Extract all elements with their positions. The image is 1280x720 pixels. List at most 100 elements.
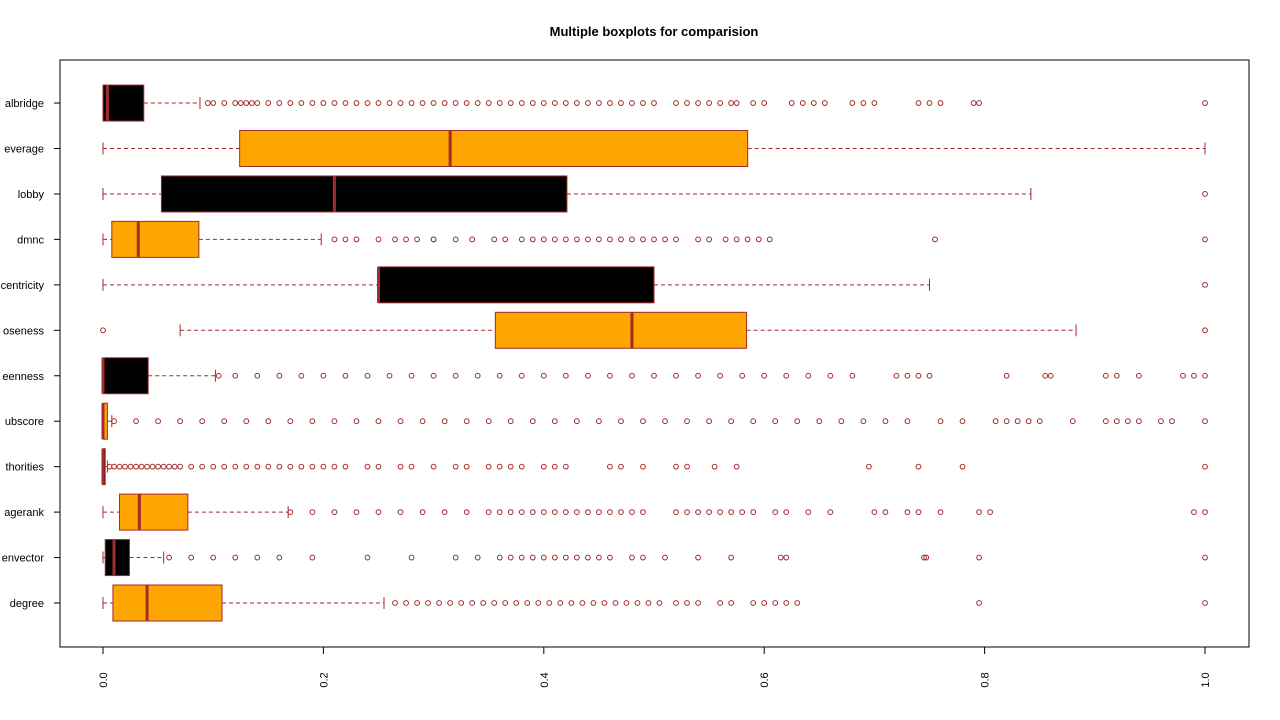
outlier-point [915,100,922,106]
outlier-point [204,100,211,106]
outlier-point [441,509,448,515]
outlier-point [171,463,178,470]
outlier-point [607,372,613,379]
outlier-point [232,554,239,561]
outlier-point [987,509,994,515]
outlier-point [375,509,382,515]
outlier-point [375,100,382,106]
outlier-point [761,100,768,106]
outlier-point [1113,372,1120,379]
outlier-point [816,418,823,425]
outlier-point [1069,418,1076,425]
outlier-point [976,554,982,561]
box [494,311,748,349]
outlier-point [155,463,162,470]
outlier-point [750,100,757,106]
outlier-point [331,236,338,243]
outlier-point [904,509,911,515]
outlier-point [557,600,564,606]
outlier-point [1047,372,1054,379]
outlier-point [717,372,724,379]
outlier-point [1180,372,1186,379]
outlier-point [375,463,382,470]
outlier-point [937,509,944,515]
outlier-point [772,509,779,515]
outlier-point [573,554,580,561]
outlier-point [397,463,404,470]
outlier-point [166,463,173,470]
outlier-point [320,372,327,379]
outlier-point [177,463,184,470]
outlier-point [414,236,420,243]
outlier-point [1003,372,1010,379]
outlier-point [584,236,591,243]
outlier-point [419,418,426,425]
outlier-point [364,100,371,106]
outlier-point [673,509,679,515]
outlier-point [662,418,668,425]
outlier-point [1124,418,1131,425]
outlier-point [485,418,492,425]
outlier-point [491,236,498,243]
outlier-point [166,554,173,561]
outlier-point [1202,463,1208,470]
outlier-point [838,418,845,425]
outlier-point [243,463,250,470]
outlier-point [408,554,415,561]
outlier-point [138,463,145,470]
outlier-point [221,463,228,470]
boxplot-lobby [102,175,1208,213]
outlier-point [562,509,569,515]
outlier-point [728,100,735,106]
outlier-point [502,600,509,606]
outlier-point [766,236,773,243]
outlier-point [540,372,547,379]
outlier-point [309,509,316,515]
outlier-point [496,554,503,561]
boxplot-degree [102,584,1208,622]
outlier-point [1202,327,1208,334]
outlier-point [596,554,602,561]
outlier-point [535,600,542,606]
x-tick-label: 0.4 [539,672,551,687]
outlier-point [1202,509,1208,515]
outlier-point [463,418,470,425]
outlier-point [331,418,338,425]
outlier-point [562,463,569,470]
outlier-point [414,600,420,606]
outlier-point [116,463,123,470]
outlier-point [518,372,525,379]
outlier-point [618,236,624,243]
outlier-point [651,236,657,243]
outlier-point [673,236,679,243]
outlier-point [276,372,283,379]
outlier-point [783,509,790,515]
outlier-point [463,509,470,515]
outlier-point [1025,418,1032,425]
box [378,266,655,304]
outlier-point [540,554,547,561]
outlier-point [893,372,900,379]
outlier-point [469,600,476,606]
outlier-point [188,463,195,470]
outlier-point [408,372,415,379]
outlier-point [1158,418,1164,425]
outlier-point [309,554,316,561]
outlier-point [684,463,690,470]
outlier-point [232,100,239,106]
outlier-point [177,418,184,425]
outlier-point [860,418,867,425]
outlier-point [309,463,316,470]
outlier-point [122,463,128,470]
outlier-point [684,509,690,515]
outlier-point [243,100,250,106]
outlier-point [507,463,514,470]
outlier-point [717,509,724,515]
y-axis: degree envector agerank thorities ubscore een… [1,98,60,610]
outlier-point [926,100,933,106]
outlier-point [265,418,272,425]
outlier-point [546,600,553,606]
outlier-point [408,463,415,470]
outlier-point [215,372,222,379]
outlier-point [491,600,498,606]
